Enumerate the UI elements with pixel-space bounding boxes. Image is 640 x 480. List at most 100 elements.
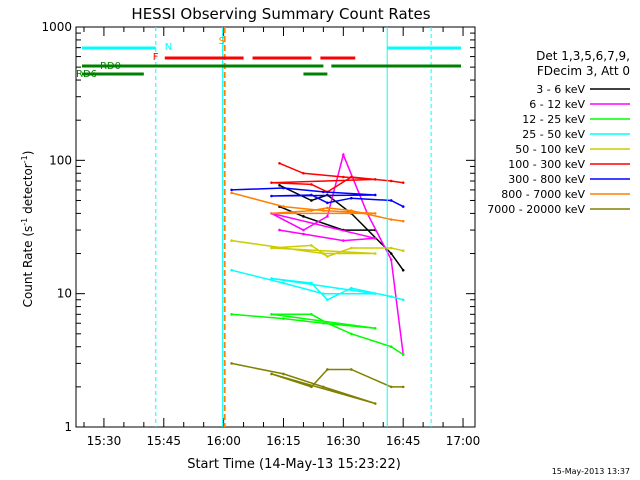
x-tick-label: 16:45 bbox=[386, 434, 421, 448]
data-point bbox=[302, 228, 305, 232]
data-point bbox=[350, 368, 353, 371]
legend-entry-label: 7000 - 20000 keV bbox=[487, 203, 585, 216]
series-12-25kev bbox=[230, 313, 405, 356]
x-tick-label: 17:00 bbox=[446, 434, 481, 448]
series-6-12kev bbox=[270, 152, 405, 356]
data-point bbox=[326, 206, 329, 210]
series-line bbox=[231, 269, 404, 301]
data-point bbox=[270, 246, 273, 250]
flag-label-f: F bbox=[153, 52, 159, 63]
data-point bbox=[326, 215, 329, 218]
data-point bbox=[389, 258, 393, 261]
data-point bbox=[373, 326, 377, 330]
data-point bbox=[401, 268, 405, 272]
data-point bbox=[342, 153, 345, 157]
data-point bbox=[389, 246, 393, 250]
x-tick-label: 15:45 bbox=[146, 434, 181, 448]
plot-axes: 1 10 100 1000 15:30 15:45 16:00 16:15 16:30 16:45… bbox=[41, 20, 480, 448]
legend-entry-label: 300 - 800 keV bbox=[508, 173, 585, 186]
data-point bbox=[230, 362, 233, 365]
data-point bbox=[342, 175, 345, 179]
data-point bbox=[322, 385, 325, 389]
data-point bbox=[282, 281, 285, 285]
x-tick-label: 16:00 bbox=[206, 434, 241, 448]
data-point bbox=[310, 199, 313, 202]
data-point bbox=[310, 209, 313, 212]
data-point bbox=[401, 219, 405, 223]
data-point bbox=[373, 178, 377, 181]
data-point bbox=[302, 232, 305, 236]
data-point bbox=[350, 332, 353, 336]
flag-label-rd0: RD0 bbox=[100, 61, 121, 72]
y-tick-label: 10 bbox=[57, 287, 72, 301]
series-line bbox=[231, 362, 404, 405]
series-7000-20000kev bbox=[230, 362, 405, 405]
plot-frame bbox=[75, 26, 476, 428]
data-point bbox=[401, 298, 405, 302]
data-point bbox=[350, 175, 353, 179]
data-point bbox=[310, 385, 313, 389]
data-point bbox=[373, 193, 377, 197]
legend-entry-label: 6 - 12 keV bbox=[529, 98, 585, 111]
data-point bbox=[401, 181, 405, 184]
data-point bbox=[389, 385, 393, 389]
data-point bbox=[350, 196, 353, 200]
series-50-100kev bbox=[230, 239, 405, 258]
data-point bbox=[326, 201, 329, 205]
data-point bbox=[270, 372, 273, 376]
y-tick-label: 1000 bbox=[41, 20, 72, 34]
data-point bbox=[278, 162, 281, 165]
data-point bbox=[282, 246, 285, 250]
data-point bbox=[310, 183, 313, 186]
data-point bbox=[389, 345, 393, 349]
data-point bbox=[350, 286, 353, 290]
flag-label-rd6: RD6 bbox=[76, 69, 97, 80]
series-line bbox=[231, 187, 404, 208]
data-point bbox=[322, 209, 325, 212]
series-line bbox=[231, 239, 404, 258]
data-point bbox=[270, 313, 273, 316]
data-point bbox=[373, 237, 377, 240]
flag-label-s: S bbox=[219, 36, 225, 47]
chart-title: HESSI Observing Summary Count Rates bbox=[131, 5, 430, 23]
y-tick-label: 100 bbox=[49, 153, 72, 167]
data-point bbox=[322, 292, 325, 295]
legend-entry-label: 3 - 6 keV bbox=[536, 83, 585, 96]
data-point bbox=[270, 181, 273, 184]
data-point bbox=[230, 191, 233, 195]
data-point bbox=[326, 368, 329, 371]
data-point bbox=[373, 402, 377, 405]
legend-entry-label: 25 - 50 keV bbox=[522, 128, 585, 141]
data-point bbox=[322, 252, 325, 255]
y-axis-label-text: Count Rate (s-1 detector-1) bbox=[20, 151, 35, 308]
data-point bbox=[302, 215, 305, 218]
legend-title-1: Det 1,3,5,6,7,9, bbox=[536, 49, 630, 63]
series-line bbox=[231, 192, 404, 222]
series-line bbox=[271, 162, 404, 193]
y-tick-label: 1 bbox=[64, 420, 72, 434]
data-point bbox=[322, 190, 325, 194]
data-point bbox=[230, 239, 233, 242]
data-point bbox=[230, 313, 233, 316]
data-point bbox=[310, 244, 313, 247]
y-axis-label: Count Rate (s-1 detector-1) bbox=[20, 151, 35, 308]
data-point bbox=[350, 246, 353, 250]
data-point bbox=[310, 313, 313, 316]
data-point bbox=[342, 239, 345, 242]
data-point bbox=[389, 295, 393, 298]
data-point bbox=[373, 252, 377, 255]
x-axis-label: Start Time (14-May-13 15:23:22) bbox=[187, 457, 401, 472]
series-line bbox=[231, 313, 404, 356]
data-point bbox=[350, 209, 353, 212]
data-point bbox=[270, 277, 273, 280]
data-point bbox=[302, 171, 305, 175]
data-point bbox=[326, 255, 329, 258]
data-point bbox=[282, 205, 285, 208]
legend-entry-label: 12 - 25 keV bbox=[522, 113, 585, 126]
data-point bbox=[389, 218, 393, 221]
data-point bbox=[401, 353, 405, 356]
plot-traces bbox=[230, 152, 405, 405]
data-point bbox=[282, 317, 285, 320]
